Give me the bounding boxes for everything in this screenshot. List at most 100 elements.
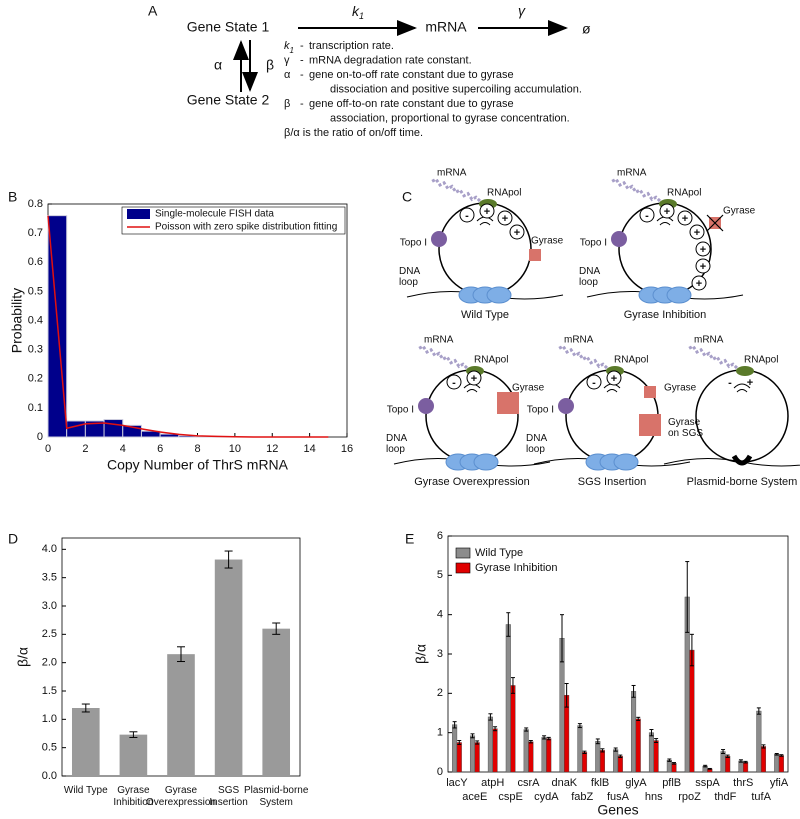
charge-circle (659, 203, 675, 219)
charge-sign: + (694, 227, 700, 239)
x-tick-label: Wild Type (64, 785, 108, 796)
definition-text: transcription rate. (309, 40, 394, 52)
label-line: Gyrase (165, 785, 198, 796)
y-tick-label: 0 (37, 431, 43, 443)
legend-swatch (127, 209, 150, 219)
legend-label: Wild Type (475, 547, 523, 559)
diagram-caption: Wild Type (461, 309, 509, 321)
x-tick-label: csrA (518, 777, 541, 789)
charge-circle (695, 241, 711, 257)
bar (577, 725, 583, 773)
label-line: DNA (526, 433, 547, 444)
bar (725, 756, 731, 773)
y-tick-label: 3 (437, 648, 443, 660)
bar (167, 654, 195, 776)
bar (469, 735, 476, 773)
mrna-label: mRNA (694, 335, 724, 346)
topo-label: Topo I (400, 238, 427, 249)
histogram-bar (103, 419, 124, 438)
topo-i (611, 231, 627, 247)
diagram-caption: Gyrase Inhibition (624, 309, 707, 321)
label-line: loop (399, 277, 418, 288)
label-line: SGS (218, 785, 239, 796)
y-tick-label: 0.7 (28, 227, 43, 239)
x-tick-label: 4 (120, 443, 126, 455)
charge-circle (497, 210, 513, 226)
bar (487, 716, 493, 773)
x-tick-label: fusA (607, 791, 630, 803)
bar (528, 741, 534, 773)
mrna-strand (431, 177, 482, 203)
gyrase-sgs-label: Gyrase on SGS (668, 417, 703, 439)
gyrase-label: Gyrase (531, 236, 564, 247)
label-line: Gyrase (117, 785, 150, 796)
panel-a: A Gene State 1 k1 mRNA γ ø α β Gene Stat… (148, 3, 591, 108)
panel-label: B (8, 189, 17, 205)
bar (71, 708, 100, 776)
bar (119, 734, 148, 776)
x-tick-label: 0 (45, 443, 51, 455)
panel-label: A (148, 3, 158, 19)
x-tick-label: 12 (266, 443, 278, 455)
x-tick-label: SGS Insertion (209, 785, 247, 808)
bar (720, 751, 726, 773)
legend-box (121, 206, 346, 235)
x-tick-label: thrS (733, 777, 753, 789)
y-tick-label: 0.0 (42, 770, 57, 782)
label-line: loop (386, 444, 405, 455)
y-tick-label: 1 (437, 727, 443, 739)
x-axis-label: Genes (597, 802, 638, 818)
charge-sign: - (728, 377, 732, 389)
gene-state-1: Gene State 1 (187, 19, 270, 35)
x-tick-label: dnaK (551, 777, 577, 789)
y-tick-label: 1.0 (42, 713, 57, 725)
alpha: α (214, 57, 222, 73)
dna-strand (663, 457, 800, 467)
label-line: loop (526, 444, 545, 455)
mrna-label: mRNA (424, 335, 454, 346)
bar (648, 732, 654, 773)
charge-sign: - (645, 210, 649, 222)
rnapol-label: RNApol (667, 188, 701, 199)
charge-sign: + (664, 206, 670, 218)
bar (456, 742, 462, 773)
mrna-strand (688, 344, 739, 370)
diagram-caption: SGS Insertion (578, 476, 646, 488)
panel-label: E (405, 531, 414, 547)
bar (262, 628, 291, 776)
topo-label: Topo I (527, 405, 554, 416)
rnapol-label: RNApol (474, 355, 508, 366)
bar (582, 752, 588, 773)
bar (631, 691, 637, 773)
y-tick-label: 0.5 (28, 285, 43, 297)
protein-complex (473, 453, 499, 471)
rate-label: k1 (352, 3, 364, 22)
dash: - (300, 69, 304, 81)
bar (599, 750, 605, 773)
y-tick-label: 2.5 (42, 628, 57, 640)
label-line: Inhibition (113, 797, 153, 808)
bar (743, 761, 749, 773)
mrna: mRNA (425, 19, 467, 35)
charge-circle (689, 224, 705, 240)
legend-swatch (455, 562, 471, 574)
dna-loop-label: DNA loop (399, 266, 420, 288)
label-line: Wild Type (64, 785, 108, 796)
legend-label: Single-molecule FISH data (155, 209, 274, 220)
x-tick-label: 6 (157, 443, 163, 455)
bar (635, 718, 641, 773)
label-line: Plasmid-borne (244, 785, 309, 796)
gyrase (644, 386, 656, 398)
mrna-strand (418, 344, 469, 370)
charge-sign: - (452, 377, 456, 389)
y-tick-label: 0.1 (28, 402, 43, 414)
bar (774, 754, 780, 773)
x-tick-label: 16 (341, 443, 353, 455)
dna-loop-label: DNA loop (386, 433, 407, 455)
dna-loop-label: DNA loop (526, 433, 547, 455)
label-line: DNA (386, 433, 407, 444)
topo-label: Topo I (387, 405, 414, 416)
topo-i (431, 231, 447, 247)
y-tick-label: 0.5 (42, 742, 57, 754)
gamma: γ (518, 3, 526, 19)
